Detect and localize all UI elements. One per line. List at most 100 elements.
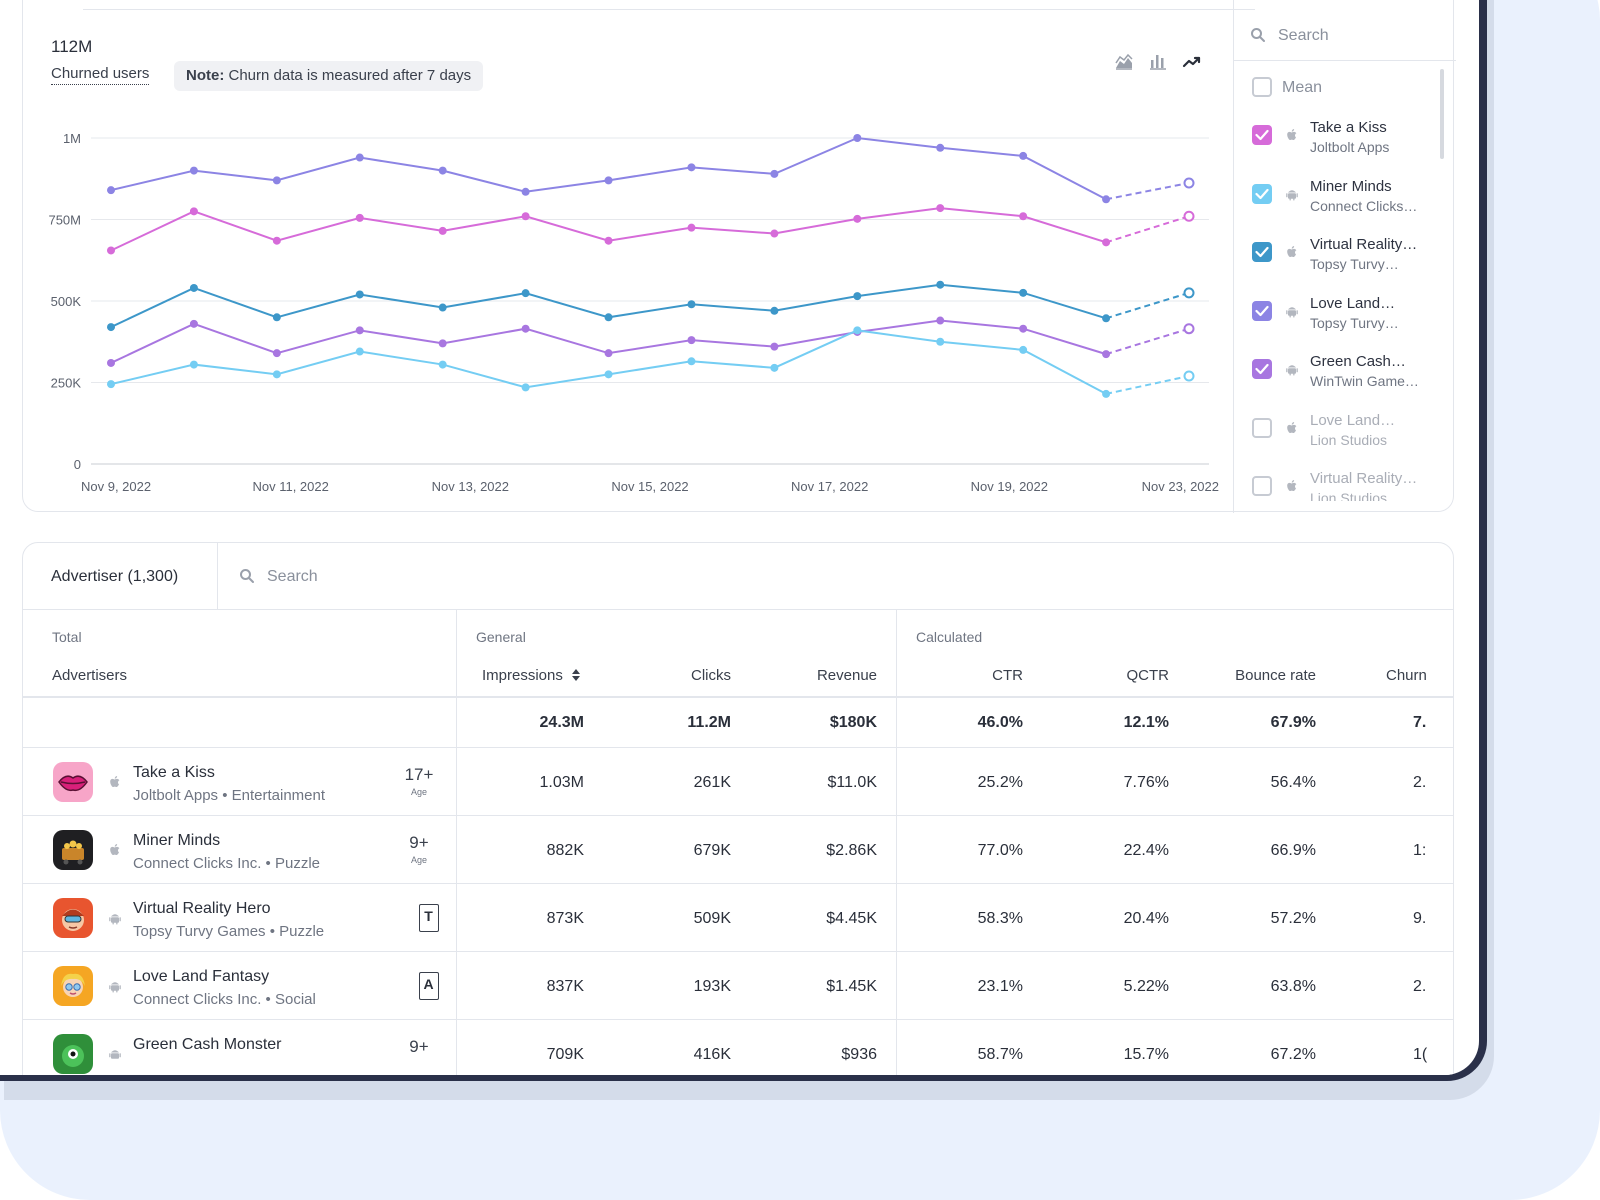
search-icon — [239, 568, 255, 589]
sort-icon[interactable] — [571, 668, 581, 682]
cell-qctr: 7.76% — [1123, 774, 1169, 791]
data-point — [853, 134, 862, 142]
legend-item-name: Take a Kiss — [1310, 119, 1387, 136]
metric-label[interactable]: Churned users — [51, 65, 150, 85]
chart-card: 112M Churned users Note: Churn data is m… — [22, 0, 1456, 513]
checkbox[interactable] — [1252, 417, 1272, 438]
data-point — [107, 323, 115, 332]
data-point — [355, 290, 364, 299]
esrb-rating-badge: A — [419, 972, 439, 1000]
group-calculated: Calculated — [916, 629, 983, 645]
cell-revenue: $2.86K — [826, 842, 877, 859]
data-point — [687, 357, 696, 366]
data-point — [1019, 345, 1028, 354]
data-point — [355, 326, 364, 335]
data-point-projected — [1183, 210, 1195, 222]
cell-clicks: 416K — [693, 1046, 731, 1063]
checkbox[interactable] — [1252, 77, 1272, 97]
total-revenue: $180K — [829, 714, 877, 731]
legend-item[interactable]: Love Land… Topsy Turvy… — [1234, 285, 1434, 343]
app-name[interactable]: Take a Kiss — [133, 764, 215, 781]
app-name[interactable]: Virtual Reality Hero — [133, 900, 271, 917]
cell-revenue: $11.0K — [827, 774, 877, 791]
header-revenue[interactable]: Revenue — [816, 667, 877, 684]
table-row[interactable]: Miner Minds Connect Clicks Inc. • Puzzle… — [23, 816, 1453, 884]
app-subtitle: Connect Clicks Inc. • Puzzle — [133, 855, 320, 872]
total-impressions: 24.3M — [539, 714, 584, 731]
apple-icon — [1284, 478, 1300, 494]
group-total: Total — [52, 629, 82, 645]
header-impressions[interactable]: Impressions — [482, 667, 581, 684]
legend-item[interactable]: Virtual Reality… Lion Studios — [1234, 460, 1434, 501]
table-row[interactable]: Green Cash Monster 9+ 709K 416K $936 58.… — [23, 1020, 1453, 1075]
line-chart: 0 250K 500K 750M 1M Nov 9, 2022 Nov 11, 2022 No… — [48, 131, 1219, 494]
data-point — [272, 176, 281, 185]
checkbox-checked[interactable] — [1252, 183, 1272, 204]
header-qctr[interactable]: QCTR — [1126, 667, 1170, 684]
x-tick-label: Nov 9, 2022 — [81, 479, 151, 494]
data-point — [521, 324, 530, 333]
legend-item[interactable]: Virtual Reality… Topsy Turvy… — [1234, 226, 1434, 284]
app-icon-green-cash-monster — [53, 1034, 93, 1074]
legend-scrollbar[interactable] — [1440, 69, 1444, 159]
app-name[interactable]: Miner Minds — [133, 832, 221, 849]
data-point — [1102, 389, 1111, 398]
cell-impressions: 882K — [546, 842, 584, 859]
header-churn[interactable]: Churn — [1386, 667, 1427, 684]
table-row[interactable]: Love Land Fantasy Connect Clicks Inc. • … — [23, 952, 1453, 1020]
legend-item-name: Love Land… — [1310, 294, 1396, 312]
total-churn: 7. — [1413, 714, 1427, 731]
app-icon-take-a-kiss — [53, 762, 93, 802]
legend-item-mean[interactable]: Mean — [1234, 61, 1434, 119]
cell-ctr: 25.2% — [977, 774, 1023, 791]
cell-churn: 2. — [1413, 978, 1427, 995]
table-row[interactable]: Take a Kiss Joltbolt Apps • Entertainmen… — [23, 748, 1453, 816]
data-point — [107, 186, 115, 195]
bar-chart-icon[interactable] — [1147, 51, 1169, 73]
data-point — [853, 326, 862, 335]
android-icon — [107, 978, 123, 994]
checkbox-checked[interactable] — [1252, 125, 1272, 145]
legend-item[interactable]: Love Land… Lion Studios — [1234, 402, 1434, 460]
checkbox[interactable] — [1252, 476, 1272, 496]
checkbox-checked[interactable] — [1252, 242, 1272, 262]
header-ctr[interactable]: CTR — [992, 667, 1023, 684]
header-clicks[interactable]: Clicks — [691, 667, 731, 684]
data-point — [770, 306, 779, 315]
header-bounce-rate[interactable]: Bounce rate — [1235, 667, 1316, 684]
legend-item-name: Love Land… — [1310, 411, 1396, 429]
legend-item[interactable]: Miner Minds Connect Clicks… — [1234, 168, 1434, 226]
data-point — [272, 349, 281, 358]
y-tick-label: 1M — [63, 131, 81, 146]
data-point — [272, 236, 281, 245]
age-rating-value: 17+ — [404, 765, 434, 784]
tab-advertiser[interactable]: Advertiser (1,300) — [23, 543, 218, 609]
app-name[interactable]: Green Cash Monster — [133, 1036, 282, 1053]
legend-item-publisher: Topsy Turvy… — [1310, 256, 1399, 272]
cell-impressions: 873K — [546, 910, 584, 927]
table-row[interactable]: Virtual Reality Hero Topsy Turvy Games •… — [23, 884, 1453, 952]
column-divider — [456, 610, 457, 1075]
note-text: Churn data is measured after 7 days — [228, 67, 472, 84]
totals-row: 24.3M 11.2M $180K 46.0% 12.1% 67.9% 7. — [23, 698, 1453, 748]
legend-search-placeholder: Search — [1278, 27, 1329, 44]
legend-item-publisher: Lion Studios — [1310, 431, 1388, 448]
header-advertisers[interactable]: Advertisers — [52, 667, 128, 684]
cell-ctr: 58.7% — [977, 1046, 1023, 1063]
table-search[interactable]: Search — [219, 543, 1453, 609]
legend-item[interactable]: Take a Kiss Joltbolt Apps — [1234, 109, 1434, 167]
legend-search[interactable]: Search — [1234, 0, 1456, 61]
area-chart-icon[interactable] — [1113, 51, 1135, 73]
checkbox-checked[interactable] — [1252, 359, 1272, 379]
series-projected-line — [1105, 291, 1190, 320]
total-bounce: 67.9% — [1270, 714, 1316, 731]
app-name[interactable]: Love Land Fantasy — [133, 968, 270, 985]
checkbox-checked[interactable] — [1252, 300, 1272, 321]
header-impressions-label: Impressions — [482, 667, 563, 684]
chart-view-switcher — [1113, 51, 1203, 73]
total-ctr: 46.0% — [977, 714, 1023, 731]
app-icon-miner-minds — [53, 830, 93, 870]
legend-item[interactable]: Green Cash… WinTwin Game… — [1234, 343, 1434, 401]
search-icon — [1250, 27, 1266, 48]
trend-line-icon[interactable] — [1181, 51, 1203, 73]
